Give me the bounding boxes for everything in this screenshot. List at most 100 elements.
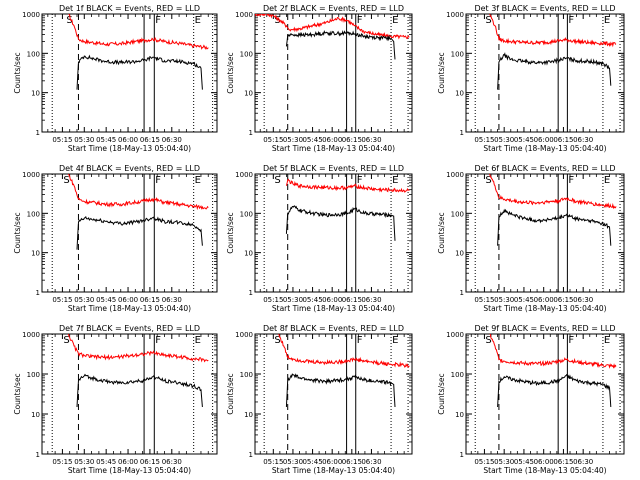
x-axis-label: Start Time (18-May-13 05:04:40)	[68, 304, 191, 313]
y-tick-label: 100	[240, 50, 253, 58]
x-axis-label: Start Time (18-May-13 05:04:40)	[272, 304, 395, 313]
x-tick-label: 05:15	[263, 458, 283, 466]
x-tick-label: 05:30	[74, 458, 94, 466]
x-axis-label: Start Time (18-May-13 05:04:40)	[272, 466, 395, 475]
plot-frame	[254, 173, 413, 293]
panel-title: Det 6f BLACK = Events, RED = LLD	[474, 164, 615, 173]
x-tick-label: 05:45	[302, 458, 322, 466]
x-tick-label: 05:15	[52, 136, 72, 144]
x-tick-label: 06:30	[573, 296, 593, 304]
series-lld-line	[67, 174, 209, 211]
x-axis-label: Start Time (18-May-13 05:04:40)	[68, 144, 191, 153]
plot-frame	[465, 173, 625, 293]
y-tick-label: 1	[249, 129, 253, 137]
marker-label-e: E	[392, 175, 398, 186]
x-tick-label: 06:00	[118, 296, 138, 304]
y-tick-label: 1000	[235, 11, 253, 19]
x-tick-label: 06:15	[553, 136, 573, 144]
x-tick-label: 05:45	[302, 296, 322, 304]
panel-title: Det 3f BLACK = Events, RED = LLD	[474, 4, 615, 13]
panel-title: Det 8f BLACK = Events, RED = LLD	[263, 324, 404, 333]
marker-label-f: F	[357, 15, 363, 26]
series-events-line	[285, 373, 396, 408]
marker-label-e: E	[604, 335, 610, 346]
series-events-line	[285, 205, 396, 241]
y-tick-label: 100	[27, 50, 40, 58]
x-tick-label: 05:15	[263, 136, 283, 144]
panel-title: Det 5f BLACK = Events, RED = LLD	[263, 164, 404, 173]
plot-frame	[41, 333, 218, 455]
y-tick-label: 100	[451, 210, 464, 218]
x-tick-label: 05:15	[474, 458, 494, 466]
x-tick-label: 05:30	[494, 296, 514, 304]
marker-label-e: E	[195, 15, 201, 26]
detector-panel-7: Det 7f BLACK = Events, RED = LLD 1 10 100 10…	[13, 324, 218, 475]
x-tick-label: 06:30	[361, 136, 381, 144]
x-tick-label: 06:15	[140, 136, 160, 144]
series-events-line	[76, 216, 203, 250]
y-tick-label: 1000	[235, 171, 253, 179]
y-tick-label: 10	[244, 90, 253, 98]
x-tick-label: 06:00	[534, 296, 554, 304]
y-tick-label: 1000	[235, 331, 253, 339]
y-tick-label: 1000	[446, 331, 464, 339]
y-axis-label: Counts/sec	[226, 373, 235, 414]
x-axis-label: Start Time (18-May-13 05:04:40)	[483, 466, 606, 475]
marker-label-e: E	[392, 335, 398, 346]
x-axis-label: Start Time (18-May-13 05:04:40)	[68, 466, 191, 475]
x-tick-label: 05:30	[494, 136, 514, 144]
y-tick-label: 10	[31, 411, 40, 419]
x-tick-label: 05:45	[514, 458, 534, 466]
x-tick-label: 05:30	[74, 136, 94, 144]
plot-frame	[254, 13, 413, 133]
plot-frame	[41, 173, 218, 293]
marker-label-e: E	[604, 175, 610, 186]
y-tick-label: 1	[249, 451, 253, 459]
x-tick-label: 05:30	[74, 296, 94, 304]
plot-frame	[465, 13, 625, 133]
plot-frame	[41, 13, 218, 133]
y-axis-label: Counts/sec	[437, 373, 446, 414]
panel-title: Det 4f BLACK = Events, RED = LLD	[59, 164, 200, 173]
series-lld-line	[68, 14, 209, 50]
series-lld-line	[278, 334, 410, 369]
y-axis-label: Counts/sec	[226, 52, 235, 93]
marker-label-f: F	[568, 175, 574, 186]
marker-label-e: E	[195, 335, 201, 346]
panel-title: Det 7f BLACK = Events, RED = LLD	[59, 324, 200, 333]
y-axis-label: Counts/sec	[13, 52, 22, 93]
marker-label-f: F	[568, 15, 574, 26]
x-tick-label: 05:15	[263, 296, 283, 304]
detector-panel-1: Det 1f BLACK = Events, RED = LLD 1 10 100 10…	[13, 4, 218, 153]
y-tick-label: 10	[31, 250, 40, 258]
marker-label-f: F	[155, 335, 161, 346]
x-tick-label: 06:30	[162, 136, 182, 144]
x-axis-label: Start Time (18-May-13 05:04:40)	[483, 144, 606, 153]
y-tick-label: 10	[244, 411, 253, 419]
x-tick-label: 05:45	[96, 136, 116, 144]
y-tick-label: 10	[31, 90, 40, 98]
marker-label-f: F	[568, 335, 574, 346]
y-tick-label: 10	[455, 411, 464, 419]
y-tick-label: 100	[240, 210, 253, 218]
x-tick-label: 06:30	[573, 136, 593, 144]
detector-panel-9: Det 9f BLACK = Events, RED = LLD 1 10 100 10…	[437, 324, 625, 475]
x-tick-label: 06:00	[322, 296, 342, 304]
series-lld-line	[489, 14, 617, 48]
y-tick-label: 1	[460, 129, 464, 137]
x-tick-label: 05:45	[96, 458, 116, 466]
marker-label-f: F	[357, 335, 363, 346]
panel-title: Det 9f BLACK = Events, RED = LLD	[474, 324, 615, 333]
x-tick-label: 06:15	[342, 136, 362, 144]
x-tick-label: 06:00	[322, 136, 342, 144]
y-tick-label: 10	[455, 90, 464, 98]
x-tick-label: 05:15	[474, 136, 494, 144]
y-tick-label: 1000	[22, 11, 40, 19]
x-tick-label: 06:30	[162, 296, 182, 304]
x-tick-label: 06:30	[361, 296, 381, 304]
marker-label-s: S	[485, 335, 491, 346]
x-tick-label: 05:30	[283, 136, 303, 144]
marker-label-s: S	[485, 15, 491, 26]
y-axis-label: Counts/sec	[226, 212, 235, 253]
